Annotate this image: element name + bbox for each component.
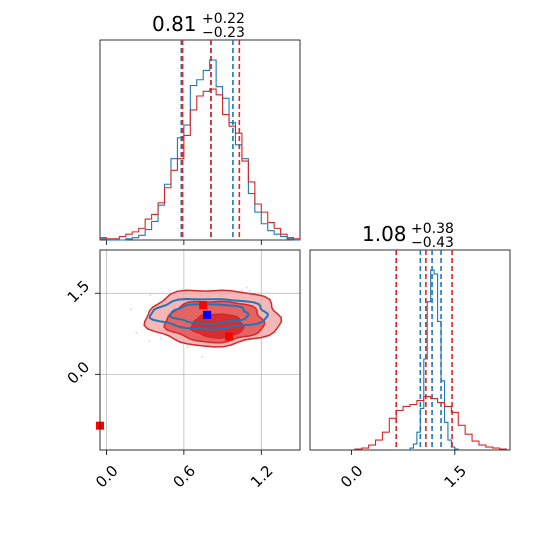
- panel-3-histograms: [354, 269, 508, 450]
- panel-1-ticks: [106, 240, 262, 245]
- x-tick-label: 0.0: [92, 462, 122, 492]
- scatter-point: [186, 346, 189, 349]
- panel-2-frame: [99, 249, 301, 451]
- scatter-point: [201, 355, 204, 358]
- panel-1-title-minus: −0.23: [202, 25, 245, 41]
- panel-3-title-minus: −0.43: [411, 235, 454, 251]
- histogram-step-red: [354, 396, 508, 450]
- scatter-point: [248, 290, 251, 292]
- panel-1-frame: [99, 39, 301, 241]
- y-tick-label: 1.5: [64, 277, 94, 307]
- panel-2-grid: [100, 250, 300, 450]
- panel-1-quantile-lines: [180, 40, 241, 240]
- scatter-point: [148, 340, 151, 343]
- contour-blue-outer: [148, 297, 269, 331]
- scatter-point: [149, 294, 152, 296]
- marker-blue: [203, 310, 212, 319]
- scatter-point: [241, 289, 243, 292]
- panel-1-title-value: 0.81: [152, 12, 197, 36]
- panel-2-contours: [143, 289, 283, 348]
- contour-blue-inner: [168, 303, 250, 325]
- y-tick-label: 0.0: [64, 358, 94, 388]
- marker-red: [199, 301, 208, 310]
- scatter-point: [135, 332, 138, 334]
- panel-3-ticks: 0.0 1.5: [337, 450, 470, 491]
- x-tick-label: 0.6: [170, 462, 200, 492]
- panel-3-frame: [309, 249, 511, 451]
- x-tick-label: 0.0: [337, 462, 367, 492]
- marginal-histogram-param-1: 0.81 +0.22 −0.23: [99, 11, 301, 245]
- histogram-step-red: [99, 88, 301, 240]
- scatter-point: [167, 293, 170, 295]
- histogram-step-blue: [409, 269, 459, 450]
- scatter-point: [160, 337, 162, 340]
- x-tick-label: 1.5: [440, 462, 470, 492]
- panel-3-title-value: 1.08: [362, 222, 407, 246]
- x-tick-label: 1.2: [247, 462, 277, 492]
- scatter-point: [130, 308, 132, 311]
- panel-2-background: [100, 250, 300, 450]
- panel-1-title-plus: +0.22: [202, 11, 245, 27]
- histogram-step-blue: [99, 59, 300, 241]
- scatter-point: [246, 286, 248, 289]
- panel-3-title-plus: +0.38: [411, 221, 454, 237]
- panel-1-histograms: [99, 59, 301, 241]
- joint-contour-panel: 0.0 0.6 1.2 0.0 1.5: [64, 249, 301, 492]
- marker-red: [225, 332, 234, 341]
- marginal-histogram-param-2: 0.0 1.5 1.08 +0.38 −0.43: [309, 221, 511, 491]
